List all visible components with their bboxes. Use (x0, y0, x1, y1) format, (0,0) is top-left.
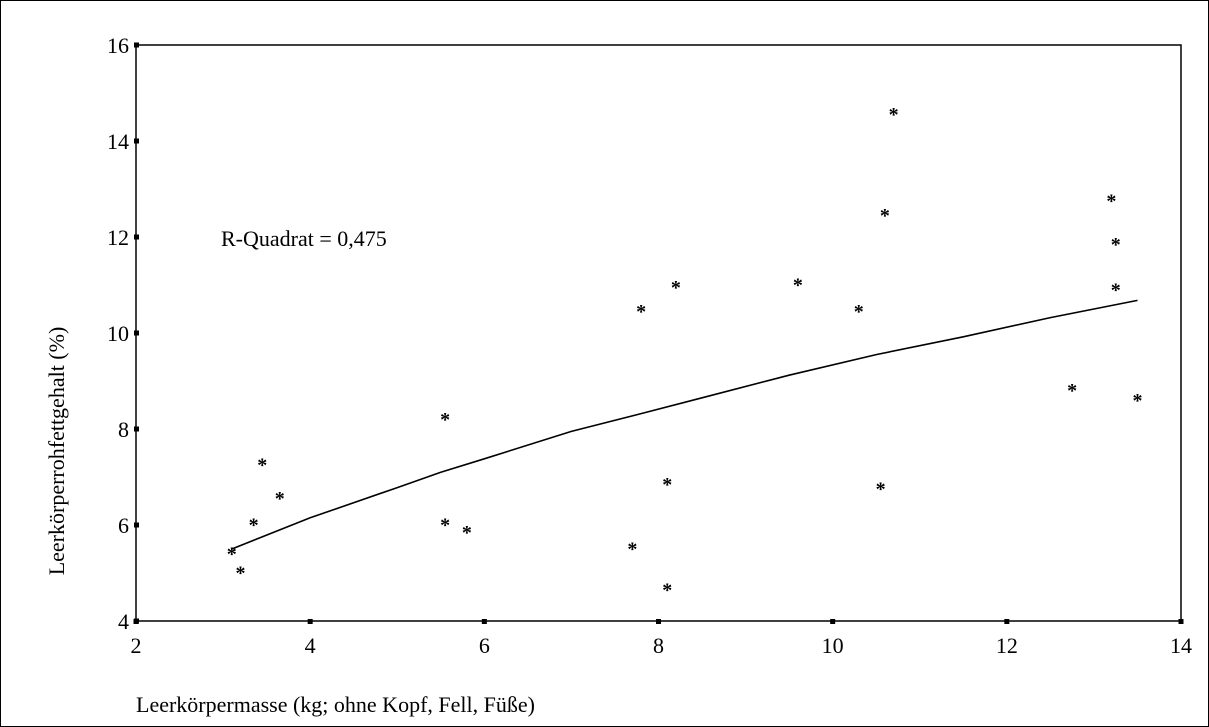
data-point: * (889, 104, 899, 126)
y-tick-label: 4 (118, 609, 129, 634)
plot-area (135, 44, 1182, 622)
x-tick-mark (133, 619, 139, 624)
data-point: * (440, 409, 450, 431)
data-point: * (662, 474, 672, 496)
data-point: * (876, 479, 886, 501)
data-point: * (440, 515, 450, 537)
x-tick-label: 10 (822, 633, 844, 658)
y-tick-mark (134, 426, 139, 432)
data-point: * (854, 301, 864, 323)
x-tick-mark (307, 619, 313, 624)
x-tick-label: 4 (305, 633, 316, 658)
x-tick-mark (656, 619, 661, 624)
data-point: * (671, 277, 681, 299)
x-axis-title: Leerkörpermasse (kg; ohne Kopf, Fell, Fü… (136, 692, 535, 717)
data-point: * (1106, 191, 1116, 213)
y-tick-label: 6 (118, 513, 129, 538)
x-tick-mark (830, 619, 836, 624)
data-point: * (1111, 279, 1121, 301)
r-squared-annotation: R-Quadrat = 0,475 (221, 226, 387, 251)
data-point: * (227, 543, 237, 565)
data-point: * (249, 515, 259, 537)
y-tick-mark (134, 42, 139, 48)
y-tick-mark (134, 522, 139, 528)
y-tick-mark (134, 330, 139, 336)
y-tick-mark (134, 138, 139, 144)
x-axis: 2 4 6 8 10 12 14 (131, 619, 1192, 658)
data-points: ******* ****** ********** (227, 104, 1143, 601)
data-point: * (236, 563, 246, 585)
x-tick-label: 8 (653, 633, 664, 658)
x-tick-label: 2 (131, 633, 142, 658)
y-tick-label: 14 (107, 129, 129, 154)
y-tick-mark (134, 234, 139, 240)
data-point: * (1067, 380, 1077, 402)
data-point: * (1132, 390, 1142, 412)
y-axis-title: Leerkörperrohfettgehalt (%) (44, 327, 69, 576)
x-tick-label: 14 (1170, 633, 1192, 658)
x-tick-label: 6 (479, 633, 490, 658)
data-point: * (1111, 234, 1121, 256)
y-tick-label: 8 (118, 417, 129, 442)
data-point: * (662, 579, 672, 601)
y-tick-label: 16 (107, 33, 129, 58)
y-tick-label: 10 (107, 321, 129, 346)
fit-line (231, 299, 1138, 550)
data-point: * (275, 488, 285, 510)
x-tick-mark (1004, 619, 1010, 624)
data-point: * (880, 205, 890, 227)
y-tick-label: 12 (107, 225, 129, 250)
data-point: * (462, 522, 472, 544)
data-point: * (793, 275, 803, 297)
data-point: * (257, 455, 267, 477)
x-tick-mark (1178, 619, 1184, 624)
data-point: * (636, 301, 646, 323)
y-axis: 4 6 8 10 12 14 16 (107, 33, 139, 634)
data-point: * (627, 539, 637, 561)
x-tick-label: 12 (996, 633, 1018, 658)
x-tick-mark (481, 619, 487, 624)
